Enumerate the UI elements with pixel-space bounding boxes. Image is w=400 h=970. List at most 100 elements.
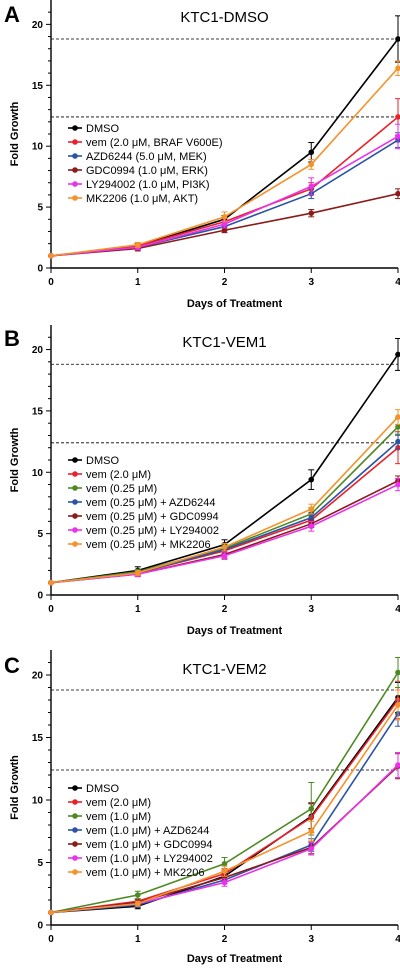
legend-item: vem (2.0 μM) [68,469,151,481]
y-tick-label: 20 [32,20,44,31]
data-point [395,65,400,72]
legend-item: vem (2.0 μM) [68,797,151,809]
y-axis-label: Fold Growth [9,427,21,492]
legend-item: vem (1.0 μM) + MK2206 [68,867,205,879]
data-point [221,552,228,559]
panel-letter: C [4,653,20,678]
legend-swatch-marker [72,869,78,875]
data-point [308,210,315,216]
panel-letter: B [4,326,20,351]
legend-item: vem (0.25 μM) + AZD6244 [68,497,216,509]
legend-item: AZD6244 (5.0 μM, MEK) [68,151,207,163]
x-tick-label: 1 [135,277,141,288]
x-tick-label: 4 [395,934,400,945]
legend-item: MK2206 (1.0 μM, AKT) [68,193,198,205]
legend-label: vem (1.0 μM) + MK2206 [86,867,205,879]
x-tick-label: 0 [48,277,54,288]
x-tick-label: 0 [48,604,54,615]
data-point [308,828,315,835]
x-tick-label: 2 [222,277,228,288]
legend-swatch-marker [72,541,78,547]
legend-label: GDC0994 (1.0 μM, ERK) [86,165,208,177]
data-point [395,114,400,120]
data-point [395,762,400,768]
legend: DMSO vem (2.0 μM, BRAF V600E) AZD6244 (5.0… [68,123,223,205]
data-point [134,570,141,576]
legend-swatch-marker [72,125,78,131]
data-point [221,221,228,227]
data-point [395,190,400,197]
legend-swatch-marker [72,471,78,477]
legend-label: vem (0.25 μM) [86,483,157,495]
legend-item: vem (0.25 μM) + GDC0994 [68,511,219,523]
data-point [308,805,315,812]
x-axis-label: Days of Treatment [187,625,283,637]
y-tick-label: 0 [37,264,43,275]
legend-swatch-marker [72,813,78,819]
legend-item: vem (0.25 μM) + LY294002 [68,525,219,537]
x-tick-label: 3 [308,277,314,288]
legend-swatch-marker [72,513,78,519]
data-point [308,506,315,512]
legend-label: DMSO [86,123,119,135]
legend-item: DMSO [68,783,119,795]
series-4 [48,123,400,259]
legend-swatch-marker [72,485,78,491]
legend-label: vem (0.25 μM) + GDC0994 [86,511,219,523]
legend-label: vem (1.0 μM) [86,811,151,823]
y-tick-label: 5 [37,529,43,540]
chart-panel-b: B KTC1-VEM1 0 5 10 15 20 0 1 2 3 4 Days of Treatment… [4,325,400,637]
chart-title: KTC1-DMSO [180,9,268,26]
legend-label: vem (2.0 μM) [86,469,151,481]
legend-swatch-marker [72,139,78,145]
legend-item: vem (2.0 μM, BRAF V600E) [68,137,223,149]
data-point [221,214,228,220]
y-tick-label: 5 [37,203,43,214]
y-tick-label: 0 [37,591,43,602]
legend-item: LY294002 (1.0 μM, PI3K) [68,179,210,191]
legend-item: vem (1.0 μM) [68,811,151,823]
legend-label: AZD6244 (5.0 μM, MEK) [86,151,207,163]
legend-label: vem (0.25 μM) + AZD6244 [86,497,216,509]
x-tick-label: 3 [308,604,314,615]
y-tick-label: 10 [32,142,44,153]
data-point [395,351,400,358]
data-point [395,481,400,488]
legend-swatch-marker [72,841,78,847]
legend-item: vem (1.0 μM) + LY294002 [68,853,213,865]
legend-swatch-marker [72,167,78,173]
x-tick-label: 4 [395,277,400,288]
legend-label: vem (1.0 μM) + LY294002 [86,853,213,865]
legend: DMSO vem (2.0 μM) vem (1.0 μM) vem (1.0 μM)… [68,783,213,879]
legend-item: vem (1.0 μM) + AZD6244 [68,825,209,837]
data-point [308,523,315,530]
y-tick-label: 20 [32,671,44,682]
data-point [221,544,228,550]
data-point [308,845,315,852]
data-point [395,414,400,420]
y-tick-label: 0 [37,921,43,932]
legend-item: DMSO [68,123,119,135]
legend-label: vem (0.25 μM) + LY294002 [86,525,219,537]
legend-label: vem (2.0 μM) [86,797,151,809]
y-tick-label: 15 [32,81,44,92]
data-point [395,702,400,708]
data-point [395,424,400,430]
legend-label: vem (1.0 μM) + AZD6244 [86,825,209,837]
data-point [221,227,228,234]
legend-item: vem (0.25 μM) [68,483,157,495]
legend-swatch-marker [72,195,78,201]
legend-item: vem (0.25 μM) + MK2206 [68,539,211,551]
legend-label: MK2206 (1.0 μM, AKT) [86,193,198,205]
legend-label: vem (1.0 μM) + GDC0994 [86,839,212,851]
y-tick-label: 10 [32,796,44,807]
y-tick-label: 15 [32,733,44,744]
data-point [308,514,315,521]
legend-swatch-marker [72,499,78,505]
legend-swatch-marker [72,181,78,187]
legend-swatch-marker [72,457,78,463]
legend-swatch-marker [72,855,78,861]
y-tick-label: 20 [32,345,44,356]
legend-label: DMSO [86,455,119,467]
